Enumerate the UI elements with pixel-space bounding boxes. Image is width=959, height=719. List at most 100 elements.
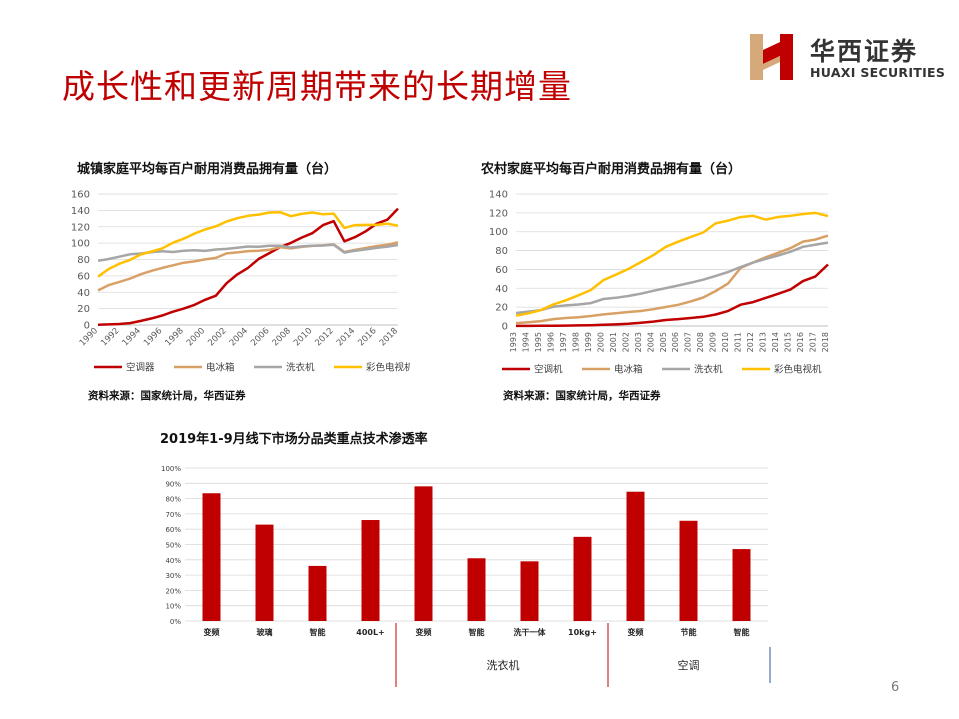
y-tick-label: 20 [77, 304, 90, 315]
x-tick-label: 2011 [734, 332, 743, 352]
y-tick-label: 0 [502, 322, 508, 333]
legend-label: 彩色电视机 [366, 362, 410, 374]
bar [573, 536, 592, 621]
logo-english-name: HUAXI SECURITIES [810, 65, 946, 80]
x-category-label: 智能 [734, 627, 750, 637]
x-tick-label: 1996 [546, 332, 555, 352]
x-tick-label: 1998 [163, 326, 185, 348]
urban-chart-source: 资料来源：国家统计局，华西证券 [88, 390, 246, 402]
y-tick-label: 30% [165, 572, 181, 580]
x-tick-label: 2012 [313, 326, 335, 348]
series-line [516, 263, 829, 328]
huaxi-logo-icon [750, 34, 793, 80]
y-tick-label: 100 [71, 239, 90, 250]
x-tick-label: 2018 [821, 332, 830, 352]
y-tick-label: 60 [77, 271, 90, 282]
x-tick-label: 2016 [356, 326, 378, 348]
group-label: 空调 [678, 658, 700, 672]
x-tick-label: 2002 [621, 332, 630, 352]
y-tick-label: 120 [71, 222, 90, 233]
urban-chart-title: 城镇家庭平均每百户耐用消费品拥有量（台） [77, 162, 338, 177]
y-tick-label: 40 [77, 288, 90, 299]
series-line [515, 234, 829, 325]
y-tick-label: 0% [170, 618, 181, 626]
x-tick-label: 2012 [746, 332, 755, 352]
x-tick-label: 2006 [671, 332, 680, 352]
y-tick-label: 40% [165, 557, 181, 565]
x-tick-label: 2010 [721, 332, 730, 352]
bar [626, 491, 645, 621]
bar [255, 524, 274, 621]
x-tick-label: 2008 [271, 326, 293, 348]
series-line [515, 211, 829, 317]
x-tick-label: 2004 [228, 326, 250, 348]
x-tick-label: 2002 [206, 326, 228, 348]
page-number: 6 [891, 680, 900, 695]
x-tick-label: 2014 [335, 326, 357, 348]
y-tick-label: 160 [71, 190, 90, 201]
y-tick-label: 60 [495, 265, 508, 276]
x-category-label: 智能 [310, 627, 326, 637]
x-tick-label: 1998 [571, 332, 580, 352]
x-category-label: 玻璃 [257, 627, 273, 637]
y-tick-label: 40 [495, 284, 508, 295]
x-tick-label: 2004 [646, 332, 655, 352]
y-tick-label: 140 [489, 190, 508, 201]
x-tick-label: 1994 [121, 326, 143, 348]
y-tick-label: 60% [165, 526, 181, 534]
x-tick-label: 1997 [559, 332, 568, 352]
y-tick-label: 70% [165, 511, 181, 519]
group-label: 洗衣机 [487, 658, 520, 672]
x-tick-label: 1995 [534, 332, 543, 352]
x-tick-label: 2010 [292, 326, 314, 348]
y-tick-label: 90% [165, 480, 181, 488]
bar [414, 486, 433, 621]
urban-ownership-line-chart: 0 20 40 60 80 100 120 140 160 1990 1992 1994 1996 199… [71, 190, 410, 374]
legend-label: 电冰箱 [614, 364, 643, 376]
y-tick-label: 120 [489, 208, 508, 219]
x-tick-label: 2015 [784, 332, 793, 352]
company-logo: 华西证券 HUAXI SECURITIES [748, 32, 945, 84]
legend-label: 空调器 [126, 362, 155, 374]
x-tick-label: 2018 [378, 326, 400, 348]
y-tick-label: 10% [165, 603, 181, 611]
x-category-label: 节能 [681, 627, 697, 637]
rural-chart-source: 资料来源：国家统计局，华西证券 [503, 390, 661, 402]
legend-label: 洗衣机 [694, 364, 723, 376]
x-tick-label: 1994 [521, 332, 530, 352]
legend-label: 洗衣机 [286, 362, 315, 374]
x-category-label: 变频 [204, 627, 220, 637]
y-tick-label: 20 [495, 303, 508, 314]
bar [467, 558, 486, 621]
x-category-label: 10kg+ [568, 628, 597, 637]
x-tick-label: 2006 [249, 326, 271, 348]
x-category-label: 智能 [469, 627, 485, 637]
bar [732, 549, 751, 621]
x-tick-label: 2008 [696, 332, 705, 352]
x-tick-label: 2003 [634, 332, 643, 352]
x-tick-label: 2000 [596, 332, 605, 352]
x-tick-label: 1999 [584, 332, 593, 352]
x-tick-label: 2013 [759, 332, 768, 352]
y-tick-label: 100 [489, 227, 508, 238]
technology-penetration-bar-chart: 0% 10% 20% 30% 40% 50% 60% 70% 80% 90% 100% 变频 玻璃 智能 4… [161, 465, 771, 687]
x-tick-label: 2017 [809, 332, 818, 352]
bar [679, 520, 698, 621]
penetration-chart-title: 2019年1-9月线下市场分品类重点技术渗透率 [160, 432, 428, 447]
legend-label: 电冰箱 [206, 362, 235, 374]
x-tick-label: 2016 [796, 332, 805, 352]
x-tick-label: 1993 [509, 332, 518, 352]
logo-chinese-name: 华西证券 [810, 37, 919, 66]
x-tick-label: 2009 [709, 332, 718, 352]
y-tick-label: 50% [165, 542, 181, 550]
y-tick-label: 80% [165, 496, 181, 504]
x-tick-label: 1992 [99, 326, 121, 348]
y-tick-label: 80 [77, 255, 90, 266]
y-tick-label: 20% [165, 587, 181, 595]
bar [308, 565, 327, 621]
x-tick-label: 2014 [771, 332, 780, 352]
x-tick-label: 2007 [684, 332, 693, 352]
y-tick-label: 100% [161, 465, 181, 473]
x-tick-label: 1990 [78, 326, 100, 348]
